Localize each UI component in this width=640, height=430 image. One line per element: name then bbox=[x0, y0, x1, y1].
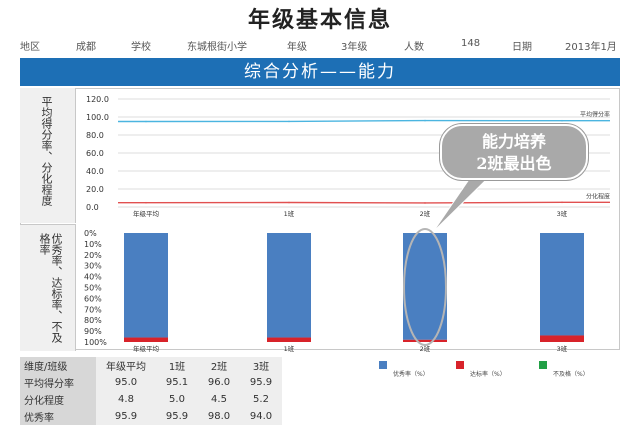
series-line-label: 分化程度 bbox=[586, 192, 610, 200]
legend-label: 不及格（%） bbox=[553, 370, 589, 378]
line-y-tick-label: 20.0 bbox=[86, 185, 104, 194]
bar-x-tick-label: 1班 bbox=[284, 344, 295, 353]
table-cell: 95.9 bbox=[240, 374, 282, 391]
bar-segment-pass bbox=[540, 335, 584, 342]
table-cell: 95.0 bbox=[96, 374, 156, 391]
table-cell: 95.9 bbox=[156, 408, 198, 425]
info-value-region: 成都 bbox=[76, 42, 96, 53]
table-row: 平均得分率 95.0 95.1 96.0 95.9 bbox=[20, 374, 282, 391]
callout-pointer bbox=[432, 177, 490, 233]
bar-segment-excellent bbox=[267, 233, 311, 338]
bar-y-tick-label: 90% bbox=[84, 327, 102, 336]
bar-y-tick-label: 70% bbox=[84, 305, 102, 314]
legend-swatch bbox=[456, 361, 464, 369]
line-x-tick-label: 1班 bbox=[284, 209, 295, 218]
info-label-region: 地区 bbox=[20, 42, 40, 53]
bar-segment-excellent bbox=[124, 233, 168, 338]
info-label-date: 日期 bbox=[512, 42, 532, 53]
series-line-differentiation bbox=[118, 201, 610, 204]
bar-y-tick-label: 10% bbox=[84, 240, 102, 249]
bar-y-tick-label: 100% bbox=[84, 338, 107, 347]
callout-line2: 2班最出色 bbox=[476, 154, 552, 173]
table-cell: 4.5 bbox=[198, 391, 240, 408]
bar-x-tick-label: 2班 bbox=[420, 344, 431, 353]
legend-swatch bbox=[379, 361, 387, 369]
table-header-cell: 1班 bbox=[156, 357, 198, 374]
info-label-grade: 年级 bbox=[287, 42, 307, 53]
table-cell: 平均得分率 bbox=[20, 374, 96, 391]
line-point bbox=[561, 201, 563, 204]
highlight-ellipse bbox=[403, 228, 447, 346]
table-header-row: 维度/班级 年级平均 1班 2班 3班 bbox=[20, 357, 282, 374]
table-cell: 95.9 bbox=[96, 408, 156, 425]
line-point bbox=[288, 120, 290, 123]
table-cell: 5.2 bbox=[240, 391, 282, 408]
side-label-bottom: 优秀率、达标率、不及格率 bbox=[38, 233, 63, 343]
line-y-tick-label: 40.0 bbox=[86, 167, 104, 176]
bar-y-tick-label: 30% bbox=[84, 262, 102, 271]
table-cell: 94.0 bbox=[240, 408, 282, 425]
table-row: 分化程度 4.8 5.0 4.5 5.2 bbox=[20, 391, 282, 408]
line-x-tick-label: 3班 bbox=[557, 209, 568, 218]
bar-y-tick-label: 0% bbox=[84, 229, 97, 238]
line-point bbox=[145, 120, 147, 123]
line-x-tick-label: 年级平均 bbox=[133, 209, 160, 218]
table-cell: 分化程度 bbox=[20, 391, 96, 408]
table-cell: 98.0 bbox=[198, 408, 240, 425]
bar-y-tick-label: 50% bbox=[84, 284, 102, 293]
table-cell: 优秀率 bbox=[20, 408, 96, 425]
line-point bbox=[424, 119, 426, 122]
table-row: 优秀率 95.9 95.9 98.0 94.0 bbox=[20, 408, 282, 425]
line-x-tick-label: 2班 bbox=[420, 209, 431, 218]
line-y-tick-label: 0.0 bbox=[86, 203, 99, 212]
table-cell: 96.0 bbox=[198, 374, 240, 391]
bar-segment-pass bbox=[403, 339, 447, 342]
bar-y-tick-label: 40% bbox=[84, 273, 102, 282]
bar-x-tick-label: 年级平均 bbox=[133, 344, 160, 353]
bar-segment-excellent bbox=[403, 233, 447, 340]
bar-y-tick-label: 60% bbox=[84, 294, 102, 303]
info-label-school: 学校 bbox=[131, 42, 151, 53]
side-panel-top: 平均得分率、分化程度 bbox=[20, 88, 76, 223]
info-value-date: 2013年1月 bbox=[565, 42, 617, 53]
info-value-count: 148 bbox=[461, 38, 481, 49]
line-point bbox=[424, 202, 426, 204]
table-header-cell: 年级平均 bbox=[96, 357, 156, 374]
info-value-grade: 3年级 bbox=[341, 42, 368, 53]
line-y-tick-label: 80.0 bbox=[86, 131, 104, 140]
table-cell: 4.8 bbox=[96, 391, 156, 408]
callout-bubble: 能力培养 2班最出色 bbox=[440, 124, 588, 180]
bar-y-tick-label: 80% bbox=[84, 316, 102, 325]
bar-segment-pass bbox=[267, 337, 311, 342]
line-point bbox=[145, 201, 147, 204]
table-cell: 95.1 bbox=[156, 374, 198, 391]
page-title: 年级基本信息 bbox=[247, 7, 392, 33]
legend-label: 达标率（%） bbox=[470, 370, 506, 378]
bar-segment-pass bbox=[124, 337, 168, 342]
legend-label: 优秀率（%） bbox=[393, 370, 429, 378]
line-point bbox=[561, 119, 563, 122]
callout-line1: 能力培养 bbox=[481, 132, 546, 151]
line-y-tick-label: 60.0 bbox=[86, 149, 104, 158]
line-y-tick-label: 120.0 bbox=[86, 95, 109, 104]
series-line-avg-score bbox=[118, 119, 610, 123]
side-panel-bottom: 优秀率、达标率、不及格率 bbox=[20, 224, 76, 351]
legend-swatch bbox=[539, 361, 547, 369]
section-banner: 综合分析——能力 bbox=[20, 58, 620, 86]
line-point bbox=[288, 201, 290, 204]
series-line-label: 平均得分率 bbox=[580, 111, 610, 119]
table-header-cell: 2班 bbox=[198, 357, 240, 374]
bar-segment-excellent bbox=[540, 233, 584, 336]
table-header-cell: 3班 bbox=[240, 357, 282, 374]
bar-x-tick-label: 3班 bbox=[557, 344, 568, 353]
bar-y-tick-label: 20% bbox=[84, 251, 102, 260]
info-label-count: 人数 bbox=[404, 42, 424, 53]
stats-table: 维度/班级 年级平均 1班 2班 3班 平均得分率 95.0 95.1 96.0… bbox=[20, 357, 282, 425]
table-cell: 5.0 bbox=[156, 391, 198, 408]
table-header-cell: 维度/班级 bbox=[20, 357, 96, 374]
side-label-top: 平均得分率、分化程度 bbox=[40, 96, 53, 206]
line-y-tick-label: 100.0 bbox=[86, 113, 109, 122]
info-value-school: 东城根街小学 bbox=[187, 42, 247, 53]
